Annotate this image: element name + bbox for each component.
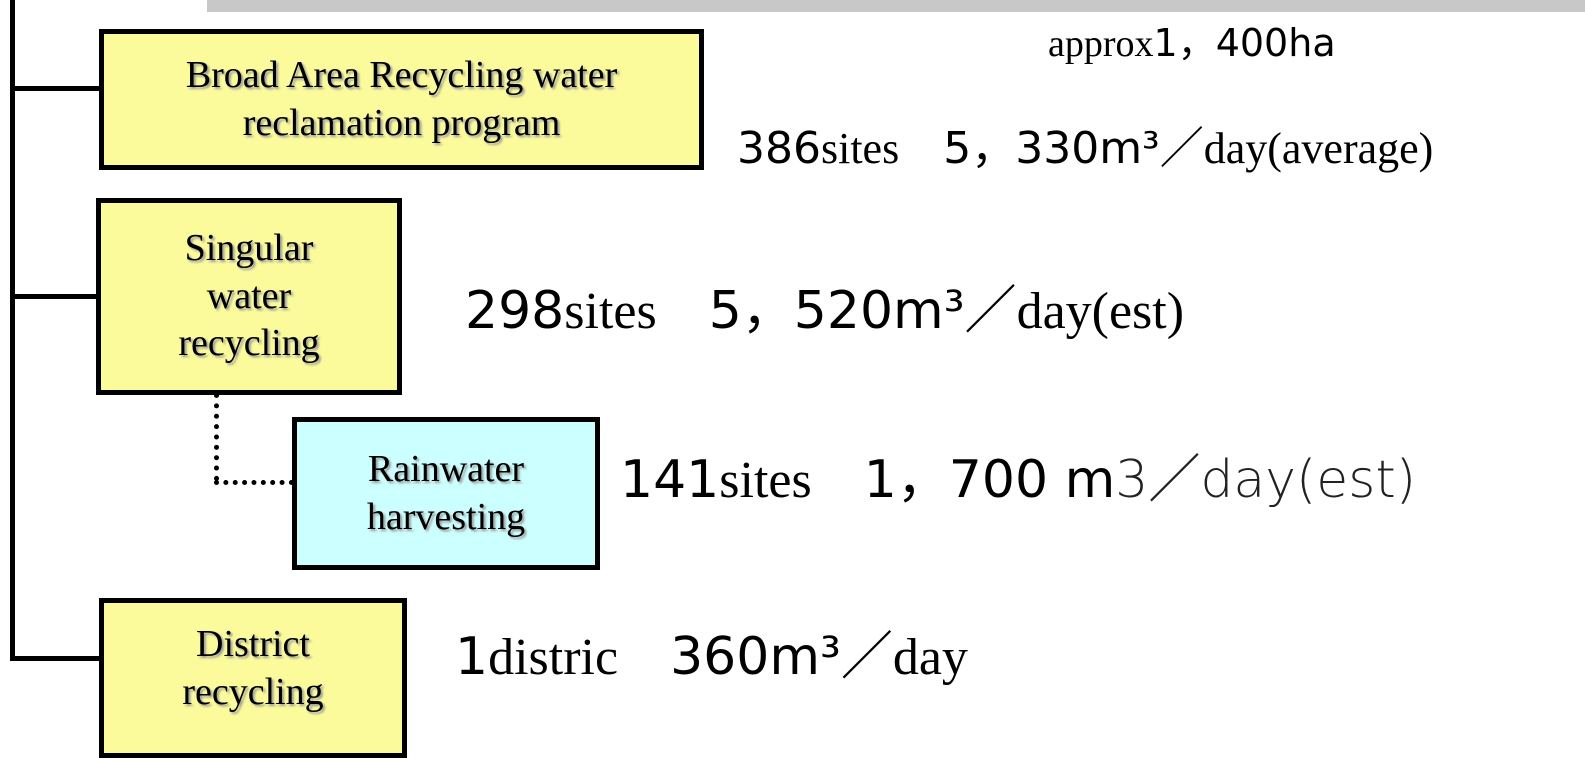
text: 386: [737, 123, 821, 174]
text: day(average): [1203, 124, 1434, 173]
box-text: Broad Area Recycling water: [185, 54, 618, 96]
text: 1: [455, 627, 489, 687]
box: Rainwater harvesting: [292, 417, 600, 570]
text: sites: [820, 124, 900, 173]
text: 360m³／: [618, 627, 893, 687]
area-label: approx1，400ha: [1048, 12, 1336, 67]
text: sites: [719, 452, 812, 509]
box-text: harvesting: [366, 495, 526, 538]
text: 3／day(est): [1115, 450, 1417, 510]
dotted-line: [214, 393, 219, 481]
stat: 298sites 5，520m³／day(est): [465, 268, 1184, 343]
branch-line: [10, 86, 102, 91]
text: 5，520m³／: [656, 281, 1017, 341]
box-text: District: [196, 623, 310, 665]
diagram: approx1，400ha Broad Area Recycling water…: [10, 0, 1585, 758]
box-text: water: [206, 274, 292, 317]
box-text: reclamation program: [242, 101, 561, 144]
text: 1，700 m: [811, 450, 1116, 510]
box-text: recycling: [178, 322, 320, 365]
text: sites: [564, 283, 657, 340]
text: 298: [465, 281, 565, 341]
stat: 1distric 360m³／day: [455, 614, 968, 689]
text: 1，400ha: [1153, 21, 1336, 65]
text: 5，330m³／: [899, 123, 1204, 174]
text: day: [892, 629, 968, 686]
box: Singular water recycling: [96, 198, 402, 395]
box: District recycling: [99, 598, 407, 758]
box-text: Singular: [184, 227, 314, 270]
stat: 141sites 1，700 m3／day(est): [620, 437, 1416, 512]
branch-line: [10, 294, 99, 299]
box-text: Rainwater: [367, 448, 525, 490]
top-bar: [207, 0, 1585, 12]
stat: 386sites 5，330m³／day(average): [737, 112, 1433, 176]
dotted-line: [214, 480, 294, 485]
text: day(est): [1016, 283, 1185, 340]
branch-line: [10, 656, 102, 661]
text: approx: [1048, 23, 1154, 65]
text: 141: [620, 450, 720, 510]
text: distric: [488, 629, 619, 686]
box-text: recycling: [182, 670, 324, 713]
box: Broad Area Recycling water reclamation pr…: [99, 29, 704, 170]
trunk-line: [10, 0, 15, 660]
